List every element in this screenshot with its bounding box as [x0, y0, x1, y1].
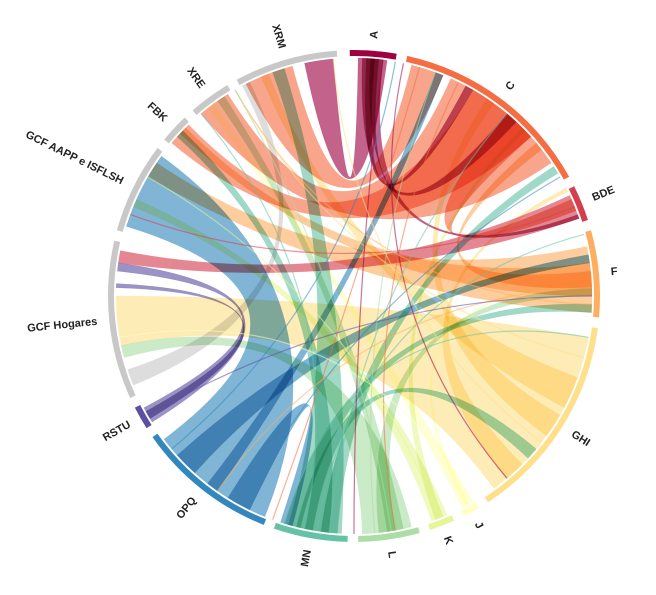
ribbon-thin-line	[283, 330, 589, 524]
arc-gcf-hogares[interactable]	[107, 240, 136, 399]
arc-opq[interactable]	[152, 433, 267, 525]
arc-j[interactable]	[461, 502, 479, 517]
ribbon-mn-to-c[interactable]	[320, 166, 559, 534]
ribbon-thin-line	[390, 63, 508, 479]
arc-f[interactable]	[585, 230, 600, 318]
ribbon-ghi-to-xrm[interactable]	[260, 73, 578, 409]
label-bde: BDE	[590, 184, 616, 204]
ribbon-thin-line	[147, 176, 440, 519]
ribbon-thin-line	[241, 176, 561, 507]
label-mn: MN	[299, 549, 314, 568]
arc-xre[interactable]	[192, 85, 231, 115]
ribbon-thin-line	[171, 61, 396, 450]
ribbon-thin-line	[200, 113, 318, 529]
ribbon-thin-line	[130, 206, 575, 254]
label-gcf-hogares: GCF Hogares	[27, 316, 98, 335]
label-k: K	[441, 535, 455, 547]
ribbon-gcf-hogares-to-xrm[interactable]	[127, 81, 284, 386]
label-opq: OPQ	[174, 494, 199, 521]
ribbon-thin-line	[216, 287, 592, 492]
label-l: L	[385, 550, 398, 559]
arc-l[interactable]	[358, 527, 420, 542]
ribbon-a-to-bde[interactable]	[369, 58, 580, 238]
label-a: A	[368, 30, 381, 39]
ribbon-thin-line	[383, 81, 459, 531]
ribbon-thin-line	[119, 329, 474, 503]
ribbon-thin-line	[234, 89, 592, 305]
arc-a[interactable]	[349, 50, 397, 60]
arc-xrm[interactable]	[236, 50, 338, 86]
label-xre: XRE	[184, 65, 207, 90]
ribbon-thin-line	[369, 72, 436, 534]
arc-bde[interactable]	[568, 186, 588, 222]
ribbon-thin-line	[332, 58, 542, 443]
label-ghi: GHI	[569, 429, 592, 450]
ribbon-j-to-xre[interactable]	[207, 103, 474, 509]
arc-fbk[interactable]	[164, 117, 189, 144]
ribbon-ghi-to-bde[interactable]	[442, 187, 569, 479]
ribbon-l-to-xre[interactable]	[217, 96, 404, 532]
ribbon-opq-to-mn[interactable]	[227, 403, 313, 527]
ribbon-rstu-to-gcf-hogares[interactable]	[115, 283, 245, 419]
ribbon-c-to-bde[interactable]	[444, 113, 577, 239]
group-arcs	[107, 50, 600, 542]
arc-gcf-aapp-e-isflsh[interactable]	[116, 147, 163, 232]
arc-k[interactable]	[428, 515, 455, 530]
ribbon-k-to-c[interactable]	[408, 127, 526, 520]
label-f: F	[610, 266, 618, 279]
arc-rstu[interactable]	[134, 404, 152, 429]
label-fbk: FBK	[145, 100, 170, 124]
ribbon-thin-line	[272, 67, 421, 520]
label-gcf-aapp-e-isflsh: GCF AAPP e ISFLSH	[24, 129, 126, 187]
label-c: C	[503, 79, 517, 93]
ribbon-thin-line	[234, 89, 585, 359]
ribbon-thin-line	[316, 233, 585, 532]
label-j: J	[472, 520, 485, 531]
arc-mn[interactable]	[273, 522, 348, 542]
ribbons	[115, 57, 593, 535]
label-rstu: RSTU	[101, 419, 133, 444]
ribbon-opq-to-f[interactable]	[176, 254, 590, 474]
ribbon-thin-line	[234, 89, 392, 532]
ribbon-opq-to-c[interactable]	[207, 72, 444, 492]
label-xrm: XRM	[269, 23, 287, 50]
ribbon-thin-line	[353, 59, 384, 535]
